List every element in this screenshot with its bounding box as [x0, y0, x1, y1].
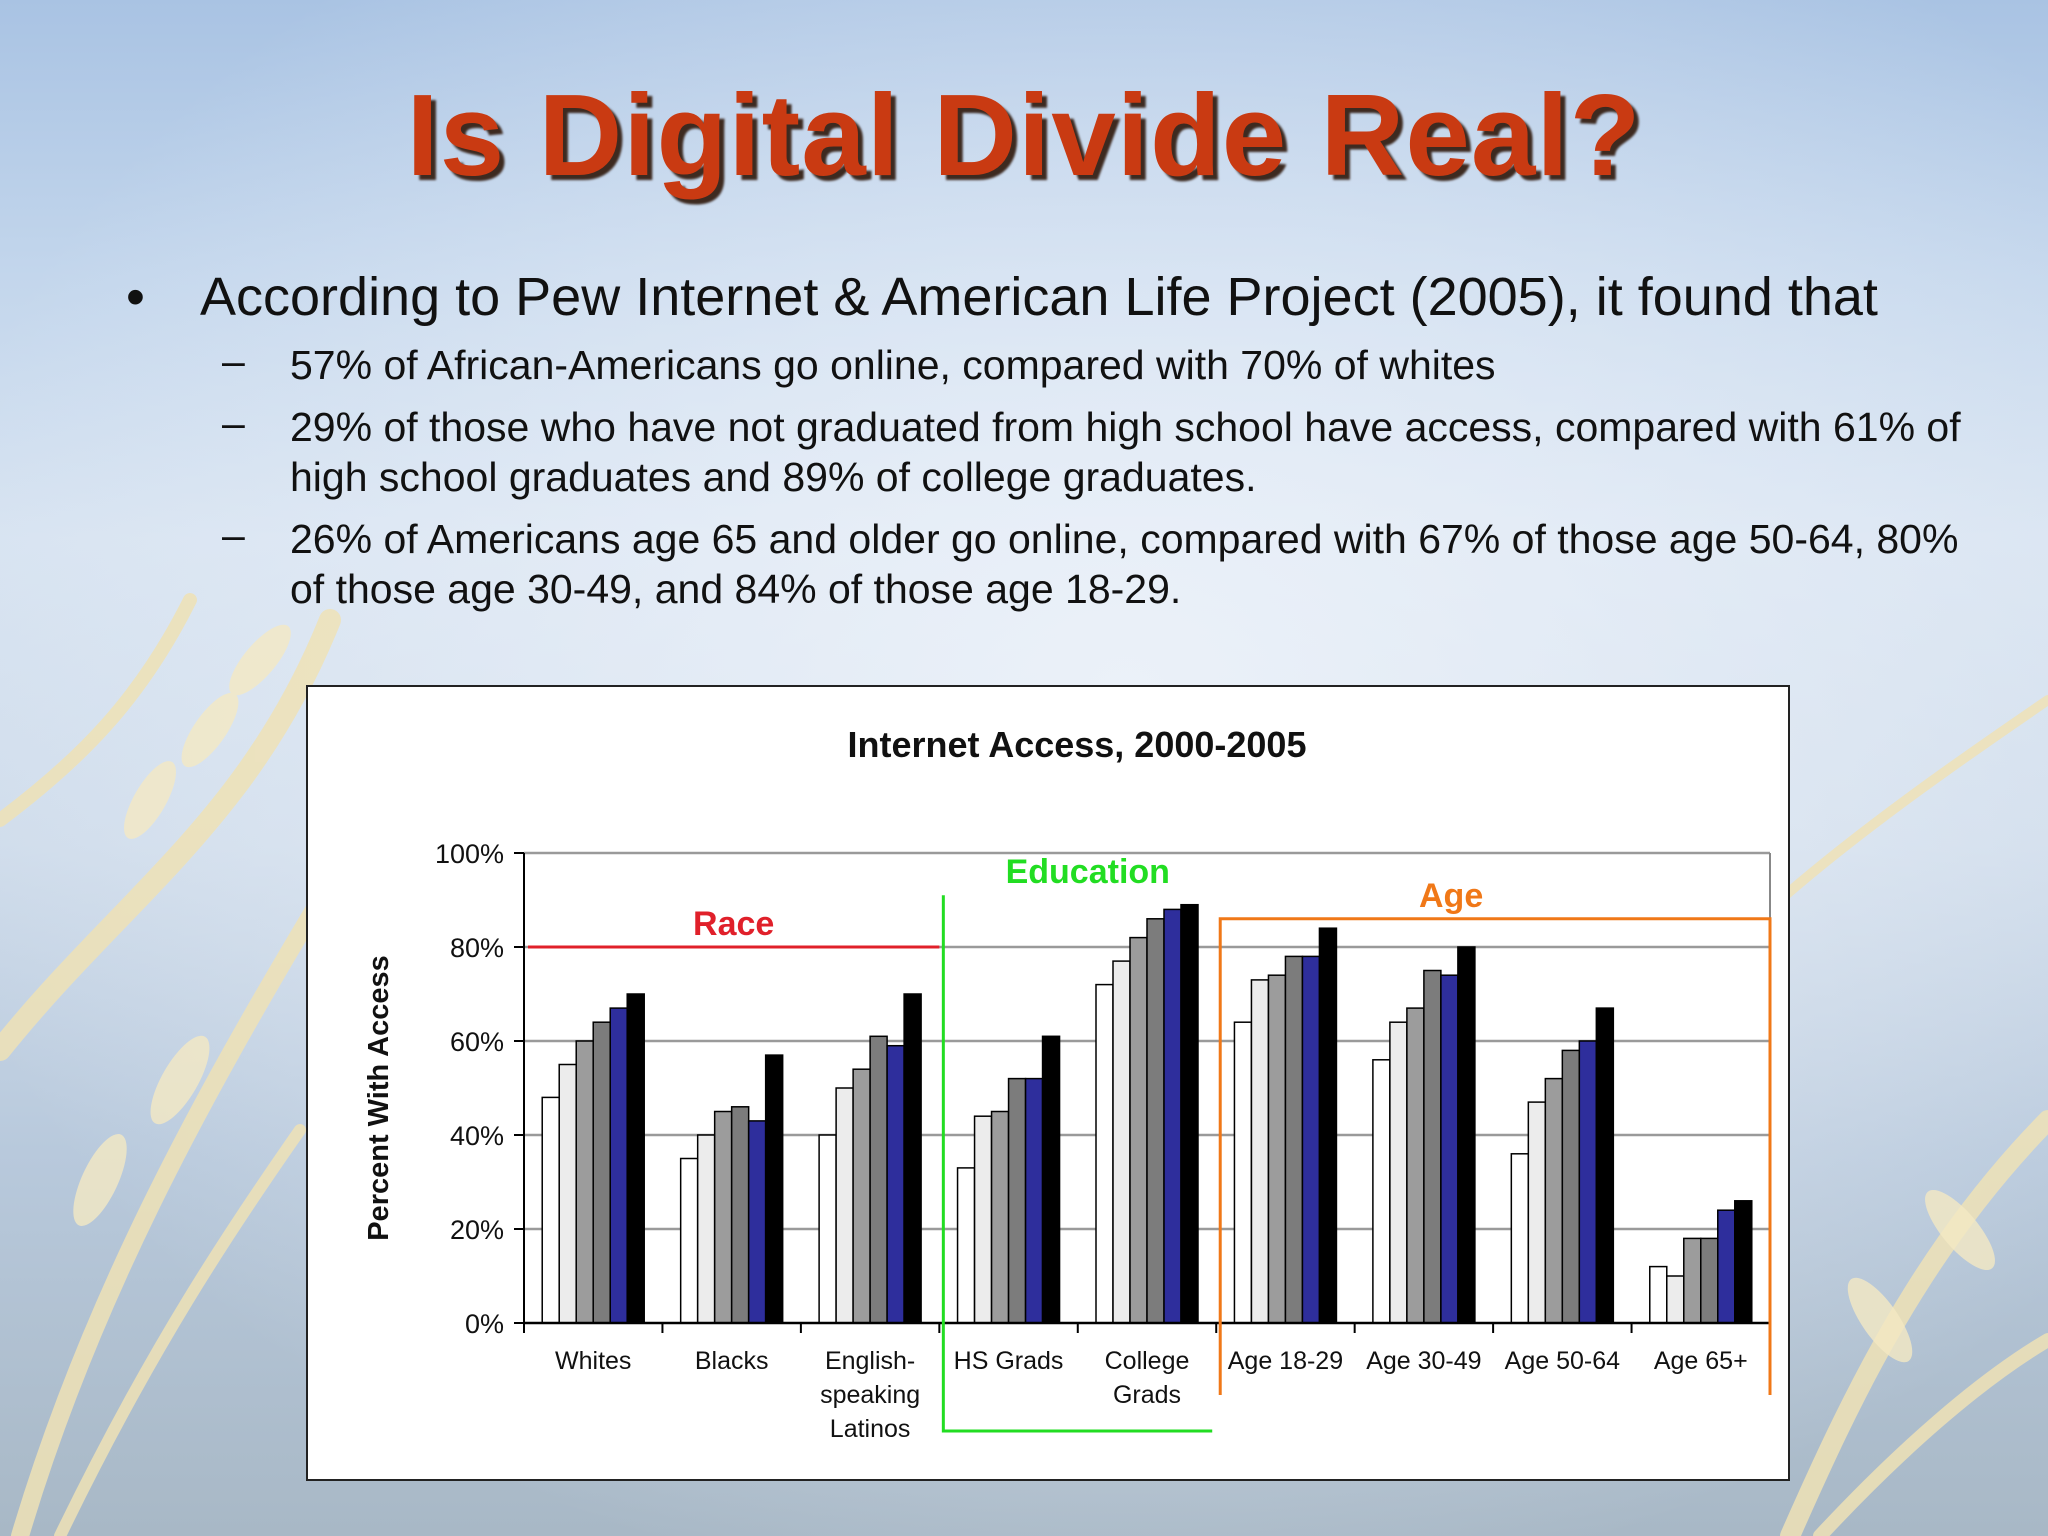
x-tick-label: Age 50-64 [1505, 1347, 1620, 1375]
x-tick-label: Age 18-29 [1228, 1347, 1343, 1375]
education-group-label: Education [1006, 853, 1170, 891]
y-axis-label: Percent With Access [363, 955, 395, 1241]
bar [1163, 908, 1182, 1324]
bar [1284, 955, 1304, 1324]
bar [626, 993, 645, 1324]
dash-symbol: – [222, 338, 245, 384]
race-group-label: Race [693, 905, 774, 943]
bar [1318, 927, 1338, 1324]
bar [1423, 969, 1442, 1324]
bar [1267, 974, 1287, 1324]
bar [973, 1115, 993, 1324]
x-tick-label: speaking [820, 1381, 920, 1409]
bar [1683, 1237, 1702, 1324]
bar [1250, 979, 1270, 1324]
dash-symbol: – [222, 512, 245, 558]
bar [1024, 1077, 1044, 1324]
x-tick-label: HS Grads [954, 1347, 1064, 1375]
bar [1112, 960, 1131, 1324]
sub-point-age: – 26% of Americans age 65 and older go o… [120, 512, 2000, 614]
bar [1041, 1035, 1061, 1324]
bar [886, 1044, 905, 1324]
bar [764, 1054, 784, 1324]
bar [1578, 1040, 1598, 1324]
y-tick-label: 60% [450, 1027, 504, 1057]
bar [1301, 955, 1321, 1324]
x-tick-label: Whites [555, 1347, 631, 1375]
y-tick-label: 100% [435, 839, 504, 869]
bar [818, 1134, 837, 1324]
y-tick-label: 40% [450, 1121, 504, 1151]
bar [1440, 974, 1459, 1324]
bar [903, 993, 922, 1324]
bar [575, 1040, 594, 1324]
bar [609, 1007, 628, 1324]
x-tick-label: Blacks [695, 1347, 769, 1375]
bar [730, 1106, 750, 1324]
y-tick-label: 0% [465, 1309, 504, 1339]
bar [1734, 1200, 1753, 1324]
bullet-symbol: • [126, 267, 145, 327]
sub-point-text: 29% of those who have not graduated from… [290, 404, 1961, 500]
internet-access-chart: Internet Access, 2000-2005 Percent With A… [363, 724, 1772, 1443]
bar [1233, 1021, 1253, 1324]
bar [852, 1068, 871, 1324]
bar [1649, 1265, 1668, 1324]
bar [541, 1096, 560, 1324]
bar [1700, 1237, 1719, 1324]
chart-frame: Internet Access, 2000-2005 Percent With A… [306, 685, 1790, 1481]
x-tick-label: Age 30-49 [1366, 1347, 1481, 1375]
sub-point-text: 26% of Americans age 65 and older go onl… [290, 516, 1959, 612]
dash-symbol: – [222, 400, 245, 446]
bar [1146, 918, 1165, 1324]
bar [1180, 903, 1199, 1324]
bar [956, 1167, 976, 1324]
sub-point-text: 57% of African-Americans go online, comp… [290, 342, 1496, 388]
x-tick-label: College [1105, 1347, 1190, 1375]
y-tick-label: 80% [450, 933, 504, 963]
bar [696, 1134, 716, 1324]
bar [1007, 1077, 1027, 1324]
main-bullet: • According to Pew Internet & American L… [120, 266, 2000, 328]
education-group-bracket [941, 895, 1213, 1433]
bar [869, 1035, 888, 1324]
bar [1561, 1049, 1581, 1324]
y-tick-label: 20% [450, 1215, 504, 1245]
bar [713, 1110, 733, 1324]
bar [1510, 1153, 1530, 1324]
age-group-label: Age [1419, 877, 1483, 915]
age-group-box [1218, 917, 1772, 1395]
bar [558, 1063, 577, 1324]
x-tick-label: English- [825, 1347, 915, 1375]
bar [835, 1087, 854, 1324]
x-tick-label: Age 65+ [1654, 1347, 1748, 1375]
bar [592, 1021, 611, 1324]
bar [1666, 1275, 1685, 1324]
bar [1544, 1077, 1564, 1324]
bar [1457, 946, 1476, 1324]
bar [1389, 1021, 1408, 1324]
bar [1527, 1101, 1547, 1324]
bar [1406, 1007, 1425, 1324]
bar [1129, 936, 1148, 1324]
bar [1595, 1007, 1615, 1324]
bar [1717, 1209, 1736, 1324]
x-tick-label: Latinos [830, 1415, 911, 1443]
bar [1372, 1059, 1391, 1324]
x-tick-label: Grads [1113, 1381, 1181, 1409]
bar [747, 1120, 767, 1324]
bullet-list: • According to Pew Internet & American L… [120, 266, 2000, 614]
sub-point-education: – 29% of those who have not graduated fr… [120, 400, 2000, 502]
bar [679, 1157, 699, 1324]
sub-point-race: – 57% of African-Americans go online, co… [120, 338, 2000, 390]
slide-title: Is Digital Divide Real? [406, 70, 1642, 200]
main-bullet-text: According to Pew Internet & American Lif… [200, 267, 1878, 327]
bar [1095, 983, 1114, 1324]
bar [990, 1110, 1010, 1324]
chart-title: Internet Access, 2000-2005 [848, 724, 1307, 765]
